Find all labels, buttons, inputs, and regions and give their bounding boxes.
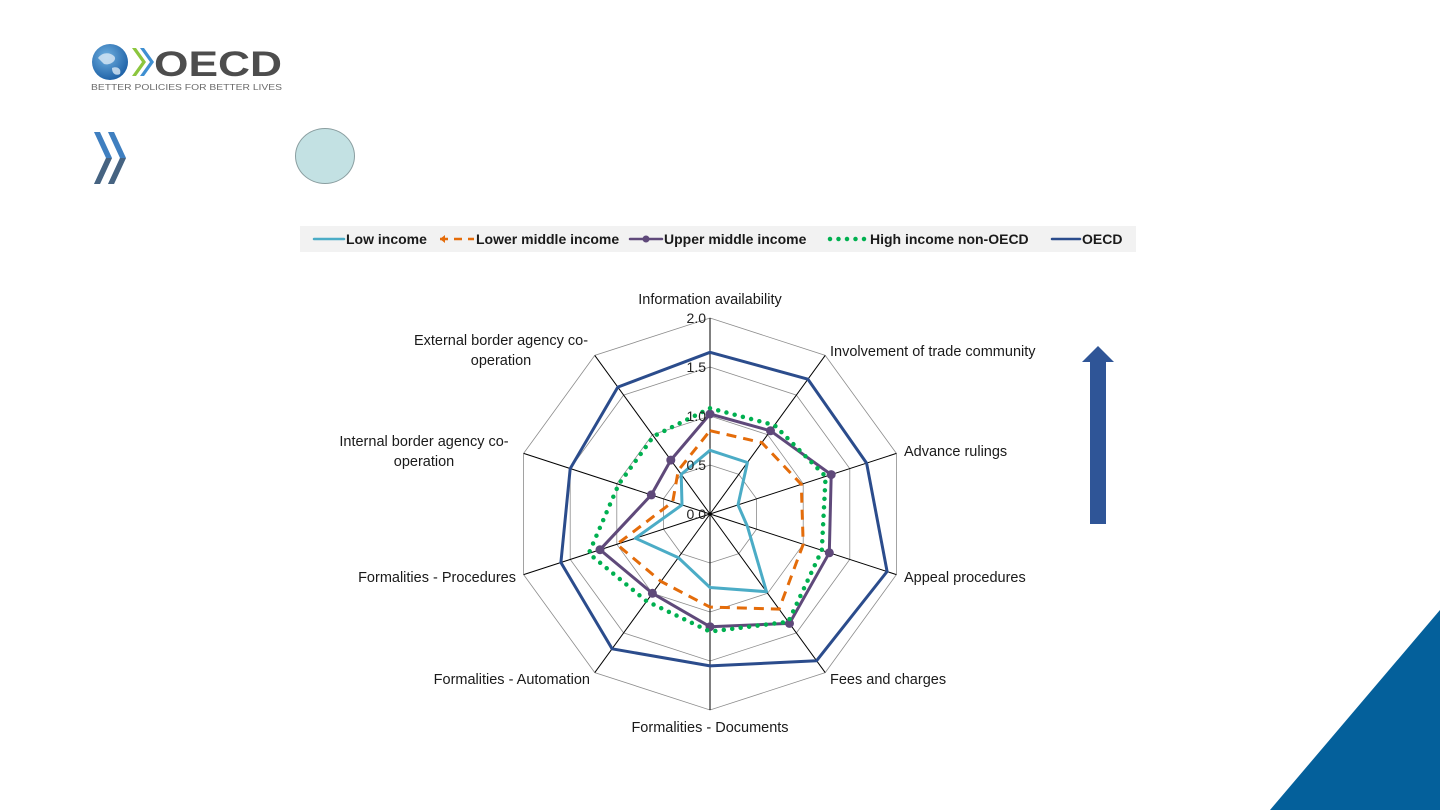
tick-label: 0.0	[687, 506, 707, 522]
series-line-oecd	[559, 350, 889, 668]
logo-tagline: BETTER POLICIES FOR BETTER LIVES	[91, 82, 282, 92]
legend-marker-lower_middle	[440, 235, 445, 243]
legend-label-oecd: OECD	[1082, 231, 1122, 247]
grid-spoke	[709, 355, 826, 515]
tick-label: 1.0	[687, 408, 707, 424]
series-point-upper_middle	[705, 409, 715, 419]
double-chevron-icon	[94, 132, 126, 184]
tick-label: 0.5	[687, 457, 707, 473]
legend-label-low: Low income	[346, 231, 427, 247]
category-label: Information availability	[638, 292, 782, 308]
legend-label-high_non_oecd: High income non-OECD	[870, 231, 1029, 247]
series-point-upper_middle	[595, 545, 605, 555]
series-point-upper_middle	[647, 588, 657, 598]
category-label: Formalities - Procedures	[358, 570, 516, 586]
category-label: Advance rulings	[904, 444, 1007, 460]
chart-legend: Low income Lower middle income Upper middl…	[300, 226, 1136, 252]
legend-label-lower_middle: Lower middle income	[476, 231, 619, 247]
oecd-logo: OECD BETTER POLICIES FOR BETTER LIVES	[91, 44, 282, 92]
chevron-icon	[132, 48, 146, 76]
category-label: Involvement of trade community	[830, 344, 1036, 360]
tick-label: 2.0	[687, 310, 707, 326]
category-label: Formalities - Automation	[434, 672, 590, 688]
series-point-upper_middle	[826, 470, 836, 480]
up-arrow-icon	[1082, 346, 1114, 524]
category-label: External border agency co-operation	[414, 333, 588, 369]
tick-label: 1.5	[687, 359, 707, 375]
grid-spoke	[709, 513, 826, 673]
corner-decoration	[1270, 610, 1440, 810]
series-point-upper_middle	[766, 426, 775, 436]
legend-marker-upper_middle	[642, 235, 650, 243]
circle-shape	[295, 128, 355, 184]
category-label: Formalities - Documents	[631, 720, 788, 736]
category-label: Fees and charges	[830, 672, 946, 688]
legend-label-upper_middle: Upper middle income	[664, 231, 807, 247]
grid-spoke	[594, 355, 711, 515]
series-line-lower_middle	[615, 429, 805, 611]
series-point-upper_middle	[824, 548, 834, 558]
radar-chart: 0.0 0.5 1.0 1.5 2.0 Information availability I…	[339, 292, 1036, 736]
grid-spoke	[523, 513, 711, 576]
series-line-upper_middle	[598, 412, 833, 629]
series-point-upper_middle	[785, 618, 794, 628]
category-label: Internal border agency co-operation	[339, 434, 508, 470]
series-line-high_non_oecd	[586, 405, 828, 634]
series-point-upper_middle	[646, 490, 656, 500]
category-label: Appeal procedures	[904, 570, 1026, 586]
series-point-upper_middle	[666, 455, 676, 465]
series-line-low	[633, 448, 768, 594]
grid-spoke	[523, 452, 711, 515]
logo-wordmark: OECD	[154, 45, 282, 84]
